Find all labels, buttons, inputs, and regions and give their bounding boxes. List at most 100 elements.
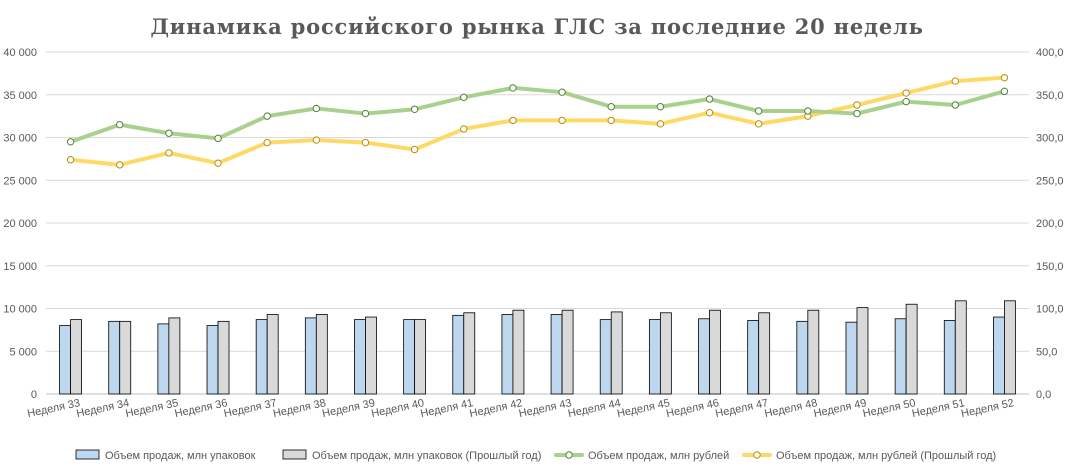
bar-packages-last-year: [856, 307, 869, 395]
point-rubles: [116, 120, 124, 129]
legend-marker-rubles: [565, 451, 573, 459]
bar-packages-last-year: [807, 309, 820, 395]
left-axis-tick-label: 40 000: [3, 47, 37, 59]
bar-packages: [796, 320, 809, 395]
legend-swatch-packages-last-year: [282, 449, 307, 460]
bar-packages-last-year: [463, 312, 476, 395]
bar-packages: [206, 325, 219, 395]
x-axis-tick-label: Неделя 36: [174, 397, 229, 420]
left-axis-tick-label: 30 000: [3, 133, 37, 145]
right-axis-tick-label: 300,0: [1036, 133, 1064, 145]
bar-packages-last-year: [70, 319, 82, 395]
chart-title: Динамика российского рынка ГЛС за послед…: [150, 14, 923, 39]
left-axis-tick-label: 15 000: [3, 261, 37, 273]
legend-label-packages: Объем продаж, млн упаковок: [105, 450, 256, 462]
right-axis-tick-label: 350,0: [1036, 90, 1064, 102]
gridlines: [46, 51, 1029, 395]
point-rubles: [66, 138, 75, 146]
point-rubles: [312, 104, 321, 113]
point-rubles-last-year: [607, 116, 615, 125]
point-rubles-last-year: [705, 109, 714, 117]
left-axis: 0 5 000 10 000 15 000 20 000 25 000 30 000 35 0…: [3, 47, 37, 401]
bar-packages: [894, 318, 907, 395]
point-rubles: [214, 134, 222, 143]
point-rubles-last-year: [361, 138, 370, 147]
left-axis-tick-label: 10 000: [3, 304, 37, 316]
point-rubles: [656, 103, 665, 111]
bar-packages: [845, 321, 858, 395]
point-rubles-last-year: [460, 125, 468, 133]
bar-packages-last-year: [365, 316, 377, 395]
x-axis-tick-label: Неделя 35: [125, 397, 180, 420]
bar-packages: [354, 319, 366, 395]
right-axis-tick-label: 250,0: [1036, 175, 1064, 187]
bar-packages: [943, 320, 956, 395]
x-axis-tick-label: Неделя 47: [714, 397, 769, 420]
right-axis-tick-label: 200,0: [1036, 218, 1064, 230]
point-rubles: [509, 84, 517, 92]
x-axis-tick-label: Неделя 42: [469, 397, 524, 420]
bar-packages-last-year: [1004, 300, 1016, 395]
point-rubles-last-year: [902, 89, 910, 97]
point-rubles: [705, 95, 714, 103]
point-rubles: [410, 105, 419, 113]
bar-packages: [157, 323, 170, 395]
bar-packages: [550, 314, 563, 395]
point-rubles-last-year: [558, 116, 566, 125]
x-axis-tick-label: Неделя 44: [567, 397, 622, 420]
legend: Объем продаж, млн упаковок Объем продаж, …: [75, 449, 996, 462]
legend-label-rubles-last-year: Объем продаж, млн рублей (Прошлый год): [776, 450, 996, 462]
right-axis-tick-label: 150,0: [1036, 261, 1064, 273]
bar-packages: [747, 320, 760, 395]
left-axis-tick-label: 25 000: [3, 175, 37, 187]
point-rubles-last-year: [165, 149, 173, 157]
bar-packages: [304, 317, 317, 395]
point-rubles-last-year: [66, 156, 75, 164]
left-axis-tick-label: 35 000: [3, 90, 37, 102]
point-rubles: [902, 97, 910, 106]
bar-packages: [698, 318, 710, 395]
bar-packages: [452, 314, 465, 395]
point-rubles: [951, 101, 959, 109]
point-rubles: [607, 103, 615, 111]
x-axis-tick-label: Неделя 48: [763, 397, 818, 420]
bar-packages-last-year: [709, 309, 721, 395]
line-rubles-last-year: [68, 75, 1007, 167]
point-rubles: [165, 129, 173, 137]
bar-packages: [403, 319, 416, 395]
point-rubles: [361, 109, 370, 118]
legend-swatch-packages: [75, 449, 100, 460]
x-axis-tick-label: Неделя 39: [321, 397, 376, 420]
point-rubles-last-year: [656, 120, 665, 128]
right-axis-tick-label: 0,0: [1036, 389, 1051, 401]
left-axis-tick-label: 0: [31, 389, 37, 401]
bar-packages-last-year: [758, 312, 771, 395]
x-axis-tick-label: Неделя 49: [813, 397, 868, 420]
bar-packages: [599, 319, 612, 395]
right-axis: 0,0 50,0 100,0 150,0 200,0 250,0 300,0 350,0 400…: [1036, 47, 1064, 401]
point-rubles-last-year: [509, 116, 517, 125]
point-rubles-last-year: [754, 120, 763, 128]
point-rubles-last-year: [410, 145, 419, 154]
point-rubles: [804, 107, 812, 115]
legend-label-packages-last-year: Объем продаж, млн упаковок (Прошлый год): [312, 450, 541, 462]
point-rubles-last-year: [214, 159, 222, 167]
bar-packages-last-year: [512, 309, 525, 395]
point-rubles-last-year: [951, 77, 959, 85]
right-axis-tick-label: 100,0: [1036, 304, 1064, 316]
line-rubles: [68, 85, 1007, 144]
point-rubles-last-year: [853, 101, 861, 109]
x-axis-tick-label: Неделя 38: [272, 397, 327, 420]
legend-marker-rubles-last-year: [753, 451, 761, 459]
bar-packages: [108, 320, 121, 395]
bar-packages-last-year: [315, 314, 328, 395]
x-axis-tick-label: Неделя 41: [419, 397, 474, 420]
point-rubles-last-year: [263, 138, 271, 147]
x-axis-tick-label: Неделя 40: [370, 397, 425, 420]
bar-packages: [501, 314, 514, 395]
bar-packages-last-year: [119, 320, 132, 395]
point-rubles: [1000, 87, 1009, 96]
point-rubles: [754, 107, 763, 115]
